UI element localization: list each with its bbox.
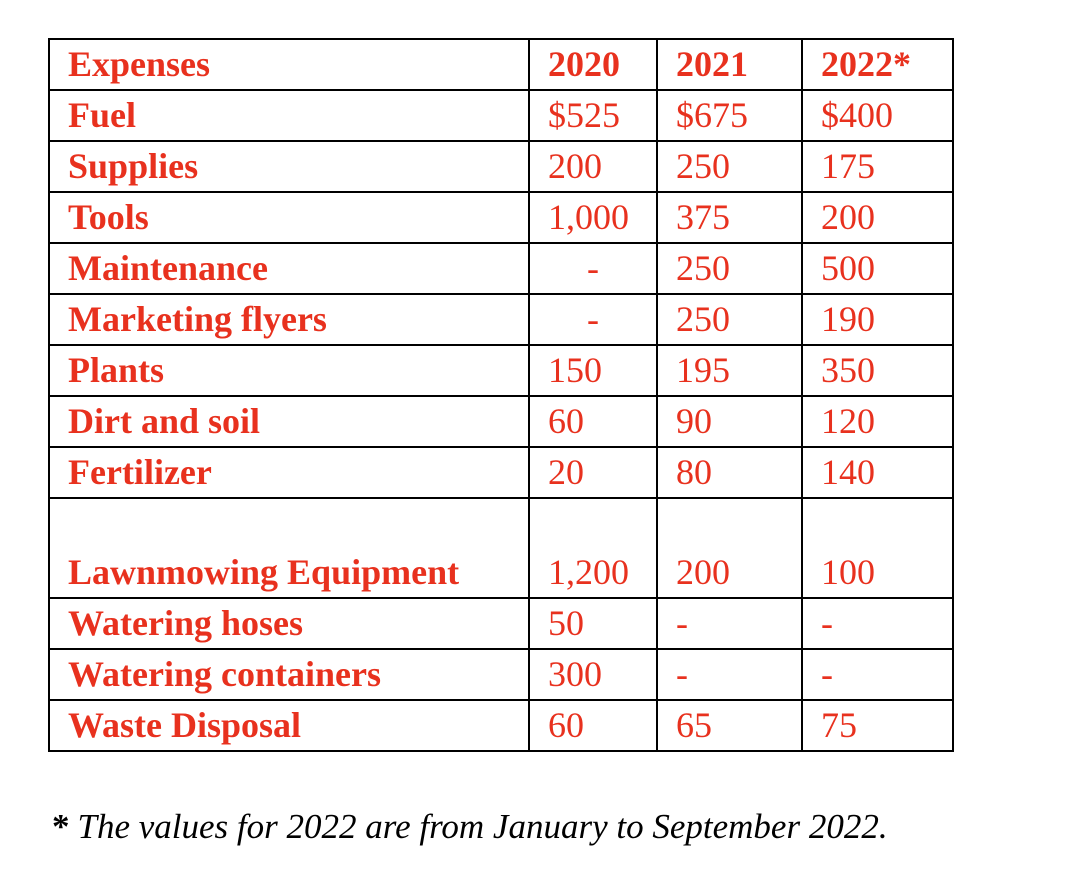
cell-2022: 190 (801, 293, 954, 346)
row-label: Lawnmowing Equipment (48, 497, 530, 599)
cell-2022: 120 (801, 395, 954, 448)
cell-2021: - (656, 648, 803, 701)
cell-2020: 50 (528, 597, 658, 650)
cell-2021: 250 (656, 242, 803, 295)
cell-2022: 350 (801, 344, 954, 397)
footnote-text: The values for 2022 are from January to … (77, 807, 888, 846)
expenses-table: Expenses 2020 2021 2022* Fuel $525 $675 … (48, 38, 954, 752)
table-row: Lawnmowing Equipment 1,200 200 100 (48, 497, 954, 599)
cell-2020: 20 (528, 446, 658, 499)
cell-2022: 500 (801, 242, 954, 295)
header-row: Expenses 2020 2021 2022* (48, 38, 954, 91)
row-label: Marketing flyers (48, 293, 530, 346)
row-label: Fertilizer (48, 446, 530, 499)
cell-2022: 75 (801, 699, 954, 752)
cell-2022: 200 (801, 191, 954, 244)
row-label: Tools (48, 191, 530, 244)
cell-2022: - (801, 648, 954, 701)
table-row: Plants 150 195 350 (48, 344, 954, 397)
row-label: Maintenance (48, 242, 530, 295)
footnote-marker: * (52, 807, 70, 846)
cell-2020: 1,000 (528, 191, 658, 244)
cell-2021: $675 (656, 89, 803, 142)
cell-2020: 150 (528, 344, 658, 397)
cell-2022: 175 (801, 140, 954, 193)
cell-2021: 250 (656, 140, 803, 193)
table-row: Tools 1,000 375 200 (48, 191, 954, 244)
row-label: Fuel (48, 89, 530, 142)
row-label: Watering hoses (48, 597, 530, 650)
table-body: Fuel $525 $675 $400 Supplies 200 250 175… (48, 89, 954, 752)
cell-2021: 195 (656, 344, 803, 397)
row-label: Supplies (48, 140, 530, 193)
table-row: Waste Disposal 60 65 75 (48, 699, 954, 752)
cell-2021: 375 (656, 191, 803, 244)
table-row: Marketing flyers - 250 190 (48, 293, 954, 346)
cell-2021: 80 (656, 446, 803, 499)
cell-2022: 100 (801, 497, 954, 599)
cell-2020: 60 (528, 699, 658, 752)
cell-2020: - (528, 242, 658, 295)
cell-2022: $400 (801, 89, 954, 142)
header-year-2021: 2021 (656, 38, 803, 91)
cell-2021: 250 (656, 293, 803, 346)
row-label: Plants (48, 344, 530, 397)
cell-2022: - (801, 597, 954, 650)
footnote: * The values for 2022 are from January to… (52, 807, 888, 847)
table-row: Maintenance - 250 500 (48, 242, 954, 295)
cell-2020: $525 (528, 89, 658, 142)
header-year-2020: 2020 (528, 38, 658, 91)
table-header: Expenses 2020 2021 2022* (48, 38, 954, 91)
cell-2020: 1,200 (528, 497, 658, 599)
table-row: Watering hoses 50 - - (48, 597, 954, 650)
header-expenses: Expenses (48, 38, 530, 91)
cell-2021: 200 (656, 497, 803, 599)
cell-2020: 60 (528, 395, 658, 448)
cell-2020: 200 (528, 140, 658, 193)
row-label: Waste Disposal (48, 699, 530, 752)
cell-2021: - (656, 597, 803, 650)
table-row: Fertilizer 20 80 140 (48, 446, 954, 499)
cell-2020: - (528, 293, 658, 346)
row-label: Watering containers (48, 648, 530, 701)
table-row: Watering containers 300 - - (48, 648, 954, 701)
table-row: Dirt and soil 60 90 120 (48, 395, 954, 448)
header-year-2022: 2022* (801, 38, 954, 91)
row-label: Dirt and soil (48, 395, 530, 448)
cell-2022: 140 (801, 446, 954, 499)
cell-2020: 300 (528, 648, 658, 701)
table-row: Fuel $525 $675 $400 (48, 89, 954, 142)
cell-2021: 65 (656, 699, 803, 752)
cell-2021: 90 (656, 395, 803, 448)
table-row: Supplies 200 250 175 (48, 140, 954, 193)
